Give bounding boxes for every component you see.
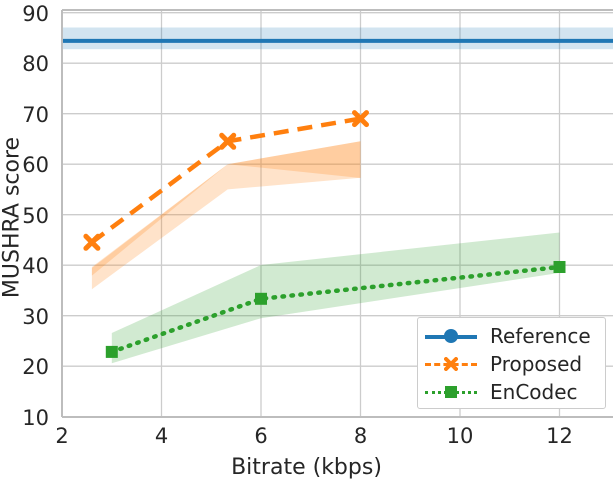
encodec-line-icon [425,382,477,402]
x-tick-label-10: 10 [446,424,474,448]
y-tick-label-60: 60 [22,153,49,177]
legend-label-reference: Reference [490,324,591,348]
y-axis-title: MUSHRA score [0,136,25,299]
x-marker-icon [444,357,458,371]
chart-legend: Reference Proposed EnCodec [417,317,606,409]
x-tick-label-2: 2 [55,424,69,448]
legend-item-encodec[interactable]: EnCodec [418,378,605,406]
legend-label-encodec: EnCodec [490,380,578,404]
x-tick-label-12: 12 [546,424,573,448]
y-tick-label-90: 90 [22,2,49,26]
y-tick-label-20: 20 [22,355,49,379]
reference-confidence-band [62,27,613,50]
reference-line-icon [425,326,477,346]
proposed-markers [83,110,369,251]
encodec-line [109,264,562,355]
legend-label-proposed: Proposed [490,352,583,376]
legend-item-proposed[interactable]: Proposed [418,350,605,378]
proposed-confidence-band-fill [91,141,361,290]
proposed-confidence-band [91,141,361,276]
x-tick-label-4: 4 [154,424,169,448]
encodec-confidence-band [111,232,560,364]
x-tick-label-6: 6 [254,424,268,448]
y-tick-label-30: 30 [22,305,49,329]
legend-item-reference[interactable]: Reference [418,322,605,350]
axis-spines [61,9,613,418]
y-tick-label-80: 80 [22,52,49,76]
y-tick-label-40: 40 [22,254,49,278]
y-tick-label-10: 10 [22,406,49,430]
proposed-line-icon [425,354,477,374]
y-gridlines [62,12,613,367]
y-tick-label-70: 70 [22,103,49,127]
x-tick-label-8: 8 [353,424,368,448]
y-tick-label-50: 50 [22,204,49,228]
x-axis-title: Bitrate (kbps) [231,455,382,480]
encodec-markers [105,261,566,358]
